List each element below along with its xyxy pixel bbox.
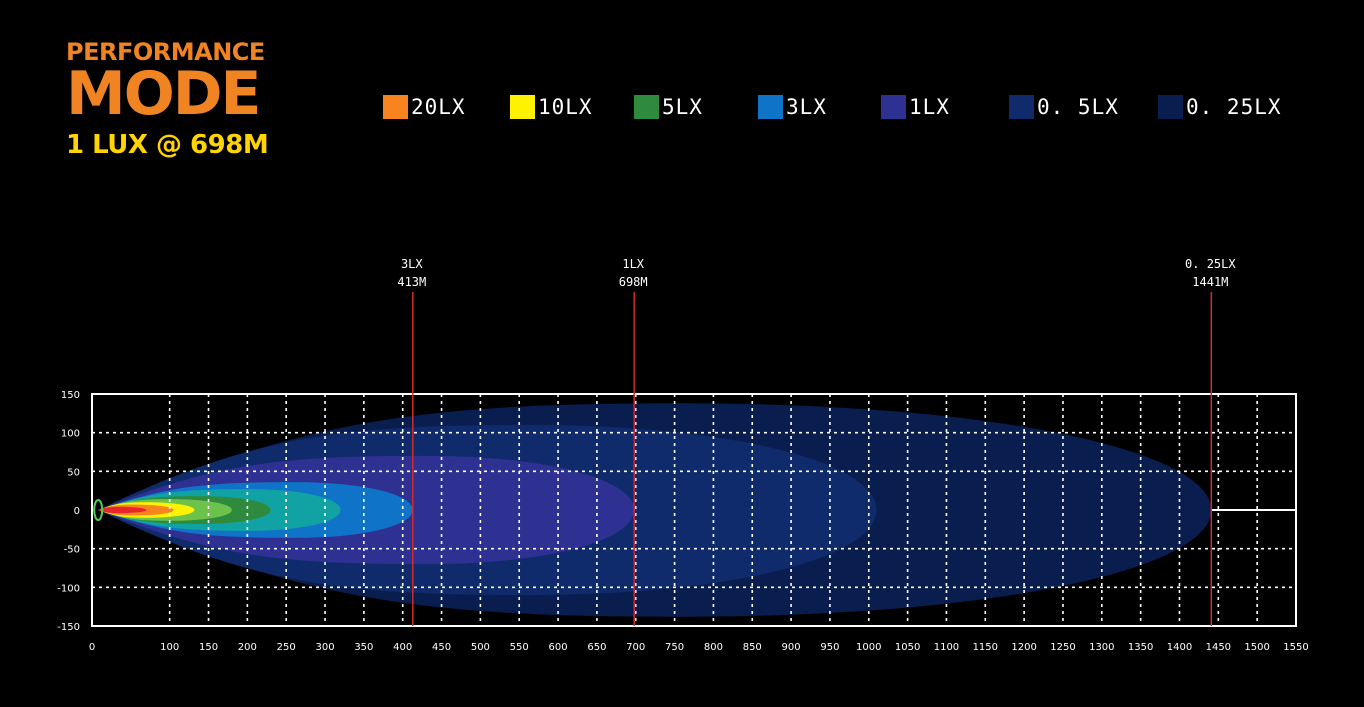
- x-tick-label: 600: [549, 642, 568, 653]
- x-tick-label: 1450: [1206, 642, 1231, 653]
- marker-distance: 698M: [619, 275, 648, 289]
- legend-label: 20LX: [411, 95, 466, 119]
- x-tick-label: 1050: [895, 642, 920, 653]
- x-tick-label: 1300: [1089, 642, 1114, 653]
- marker-label: 1LX: [622, 257, 644, 271]
- title-subtitle: 1 LUX @ 698M: [66, 130, 269, 160]
- legend-swatch: [1158, 95, 1183, 119]
- y-tick-label: 150: [61, 390, 80, 401]
- x-tick-label: 0: [89, 642, 95, 653]
- x-tick-label: 950: [820, 642, 839, 653]
- x-tick-label: 250: [277, 642, 296, 653]
- legend-item: 1LX: [881, 94, 950, 120]
- legend-swatch: [758, 95, 783, 119]
- x-tick-label: 300: [315, 642, 334, 653]
- marker-distance: 1441M: [1192, 275, 1228, 289]
- legend-item: 0. 5LX: [1009, 94, 1119, 120]
- legend-item: 10LX: [510, 94, 593, 120]
- legend-label: 1LX: [909, 95, 950, 119]
- title-top: PERFORMANCE: [66, 38, 265, 66]
- chart-legend: 20LX 10LX 5LX 3LX 1LX 0. 5LX 0. 25LX: [0, 0, 1364, 140]
- x-tick-label: 750: [665, 642, 684, 653]
- marker-distance: 413M: [397, 275, 426, 289]
- y-tick-label: -100: [57, 583, 80, 594]
- legend-item: 0. 25LX: [1158, 94, 1282, 120]
- title-main: MODE: [66, 59, 262, 129]
- x-tick-label: 1400: [1167, 642, 1192, 653]
- x-tick-label: 500: [471, 642, 490, 653]
- y-tick-label: 100: [61, 429, 80, 440]
- x-tick-label: 900: [782, 642, 801, 653]
- x-tick-label: 1500: [1244, 642, 1269, 653]
- x-tick-label: 1000: [856, 642, 881, 653]
- legend-label: 0. 5LX: [1037, 95, 1119, 119]
- x-tick-label: 350: [354, 642, 373, 653]
- legend-item: 5LX: [634, 94, 703, 120]
- x-tick-label: 650: [587, 642, 606, 653]
- x-tick-label: 1200: [1011, 642, 1036, 653]
- plot-frame: [91, 393, 1297, 627]
- x-tick-label: 1550: [1283, 642, 1308, 653]
- marker-label: 0. 25LX: [1185, 257, 1236, 271]
- y-tick-label: -150: [57, 622, 80, 633]
- lamp-icon: [93, 499, 104, 521]
- x-tick-label: 450: [432, 642, 451, 653]
- legend-item: 20LX: [383, 94, 466, 120]
- x-tick-label: 1250: [1050, 642, 1075, 653]
- legend-swatch: [1009, 95, 1034, 119]
- legend-item: 3LX: [758, 94, 827, 120]
- x-tick-label: 1100: [934, 642, 959, 653]
- x-tick-label: 400: [393, 642, 412, 653]
- x-tick-label: 800: [704, 642, 723, 653]
- x-tick-label: 700: [626, 642, 645, 653]
- legend-swatch: [634, 95, 659, 119]
- y-tick-label: -50: [64, 545, 80, 556]
- x-tick-label: 850: [743, 642, 762, 653]
- x-tick-label: 550: [510, 642, 529, 653]
- x-tick-label: 150: [199, 642, 218, 653]
- legend-swatch: [881, 95, 906, 119]
- y-tick-label: 0: [74, 506, 80, 517]
- legend-swatch: [510, 95, 535, 119]
- legend-label: 0. 25LX: [1186, 95, 1282, 119]
- y-tick-label: 50: [67, 467, 80, 478]
- title-block: PERFORMANCE MODE 1 LUX @ 698M: [66, 38, 269, 160]
- x-tick-label: 1350: [1128, 642, 1153, 653]
- legend-label: 5LX: [662, 95, 703, 119]
- x-tick-label: 1150: [973, 642, 998, 653]
- contour-core: [98, 506, 147, 514]
- marker-label: 3LX: [401, 257, 423, 271]
- x-tick-label: 200: [238, 642, 257, 653]
- legend-swatch: [383, 95, 408, 119]
- legend-label: 3LX: [786, 95, 827, 119]
- legend-label: 10LX: [538, 95, 593, 119]
- x-tick-label: 100: [160, 642, 179, 653]
